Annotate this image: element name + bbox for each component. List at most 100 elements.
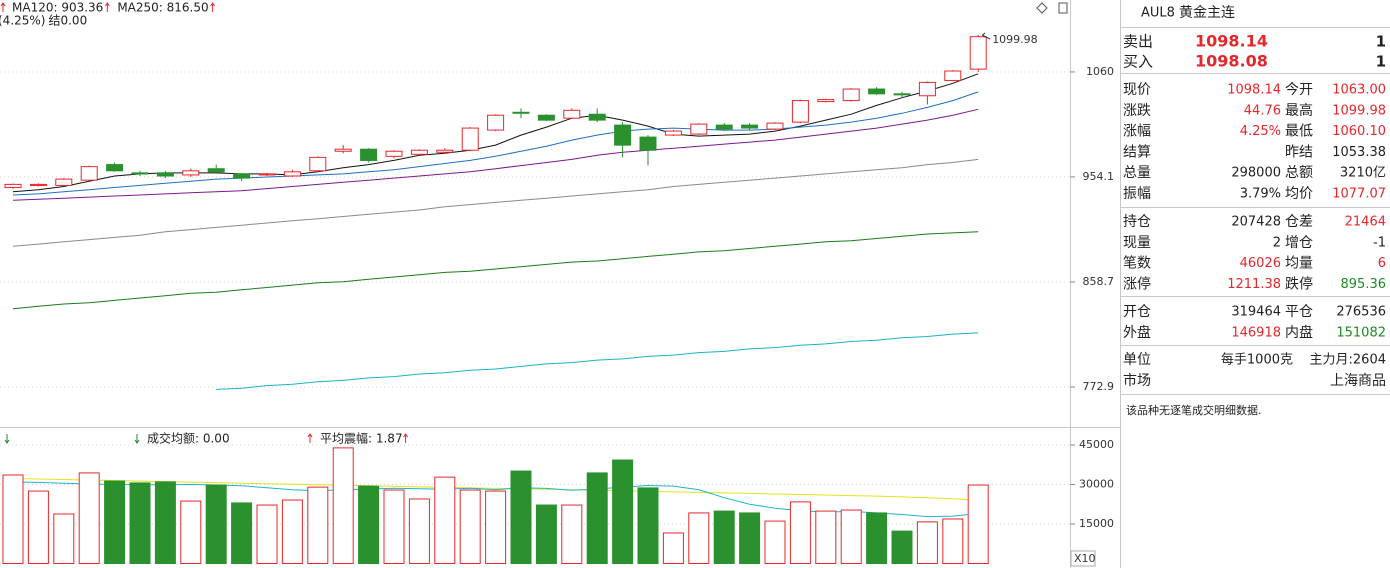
volume-bar bbox=[205, 484, 227, 564]
candle-body bbox=[969, 36, 987, 70]
up-arrow-icon bbox=[403, 433, 408, 443]
candle-body bbox=[614, 124, 632, 146]
field-value: 276536 bbox=[1336, 305, 1386, 320]
field-label: 均量 bbox=[1285, 256, 1313, 272]
field-value: 1060.10 bbox=[1332, 124, 1386, 139]
field-value: 3210亿 bbox=[1340, 166, 1386, 181]
field-value: 1211.38 bbox=[1227, 277, 1281, 292]
candle-body bbox=[461, 127, 479, 151]
volume-bar bbox=[27, 490, 49, 564]
legend-entry: 平均震幅: 1.87 bbox=[320, 431, 403, 446]
y-tick-label: 1060 bbox=[1086, 65, 1114, 78]
candle-body bbox=[664, 130, 682, 136]
field-label: 最高 bbox=[1285, 102, 1313, 119]
candle-body bbox=[55, 178, 73, 186]
field-value: 298000 bbox=[1231, 166, 1281, 181]
field-value: 44.76 bbox=[1244, 103, 1281, 118]
moving-average-line bbox=[12, 158, 979, 247]
book-volume: 1 bbox=[1376, 53, 1386, 71]
volume-bar bbox=[942, 518, 964, 565]
candle-body bbox=[588, 113, 606, 121]
field-value: 4.25% bbox=[1240, 124, 1281, 139]
info-label: 市场 bbox=[1123, 372, 1151, 389]
volume-bar bbox=[586, 472, 608, 564]
candle-body bbox=[207, 168, 225, 173]
candle-body bbox=[791, 100, 809, 123]
book-price: 1098.14 bbox=[1195, 32, 1268, 51]
volume-bar bbox=[866, 512, 888, 564]
candle-body bbox=[182, 170, 200, 176]
volume-bar bbox=[231, 502, 253, 565]
y-tick-label: 15000 bbox=[1079, 517, 1114, 530]
field-label: 最低 bbox=[1285, 124, 1313, 140]
volume-bar bbox=[789, 501, 811, 564]
field-label: 总额 bbox=[1285, 165, 1313, 181]
info-label: 单位 bbox=[1123, 352, 1151, 368]
settle-text: 结0.00 bbox=[48, 14, 87, 28]
candle-body bbox=[766, 122, 784, 130]
candle-body bbox=[233, 173, 251, 179]
mark-layer bbox=[2, 32, 991, 565]
candle-body bbox=[360, 148, 378, 161]
volume-bar bbox=[332, 447, 354, 565]
candle-body bbox=[385, 150, 403, 157]
volume-bar bbox=[764, 520, 786, 564]
info-value: 上海商品 bbox=[1330, 373, 1386, 389]
field-value: 3.79% bbox=[1240, 187, 1281, 202]
moving-average-line bbox=[216, 332, 979, 390]
volume-bar bbox=[408, 498, 430, 565]
moving-average-line bbox=[12, 91, 979, 196]
volume-bar bbox=[383, 489, 405, 564]
annotation-arrow bbox=[981, 32, 991, 40]
moving-average-line bbox=[12, 108, 979, 201]
volume-bar bbox=[2, 474, 24, 564]
volume-bar bbox=[307, 486, 329, 564]
candle-body bbox=[893, 93, 911, 96]
unit-box bbox=[1070, 550, 1096, 567]
legend-entry: MA250: 816.50 bbox=[117, 1, 208, 15]
volume-bar bbox=[510, 470, 532, 564]
high-annotation: 1099.98 bbox=[992, 33, 1037, 46]
field-label: 平仓 bbox=[1285, 304, 1313, 320]
field-label: 内盘 bbox=[1285, 324, 1313, 341]
field-label: 开仓 bbox=[1123, 304, 1151, 320]
field-value: 1077.07 bbox=[1332, 187, 1386, 202]
candle-body bbox=[283, 171, 301, 177]
scroll-icon[interactable] bbox=[1058, 2, 1068, 14]
field-value: 207428 bbox=[1231, 215, 1281, 230]
y-tick-label: 45000 bbox=[1079, 438, 1114, 451]
candle-body bbox=[4, 183, 22, 189]
volume-bar bbox=[154, 481, 176, 565]
grid-layer bbox=[0, 71, 1075, 525]
info-extra: 主力月:2604 bbox=[1310, 353, 1386, 368]
volume-bar bbox=[129, 482, 151, 564]
y-tick-label: 772.9 bbox=[1083, 380, 1115, 393]
field-label: 结算 bbox=[1123, 144, 1151, 160]
candle-body bbox=[639, 136, 657, 151]
diamond-icon[interactable] bbox=[1036, 2, 1048, 14]
instrument-name: 黄金主连 bbox=[1179, 4, 1235, 21]
field-label: 昨结 bbox=[1285, 144, 1313, 160]
candle-body bbox=[436, 149, 454, 153]
field-value: 1063.00 bbox=[1332, 83, 1386, 98]
y-tick-label: 858.7 bbox=[1083, 275, 1115, 288]
field-value: 1098.14 bbox=[1227, 83, 1281, 98]
volume-bar bbox=[891, 530, 913, 564]
book-label: 卖出 bbox=[1123, 33, 1153, 51]
book-price: 1098.08 bbox=[1195, 52, 1268, 71]
volume-bar bbox=[739, 512, 761, 564]
moving-average-line bbox=[12, 231, 979, 310]
candle-body bbox=[563, 109, 581, 119]
volume-bar bbox=[688, 512, 710, 564]
volume-bar bbox=[967, 484, 989, 564]
candle-body bbox=[29, 183, 47, 186]
field-value: 895.36 bbox=[1341, 277, 1387, 292]
volume-bar bbox=[104, 480, 126, 564]
candle-body bbox=[690, 123, 708, 135]
volume-bar bbox=[281, 499, 303, 564]
candle-body bbox=[868, 88, 886, 95]
y-tick-label: 30000 bbox=[1079, 477, 1114, 490]
